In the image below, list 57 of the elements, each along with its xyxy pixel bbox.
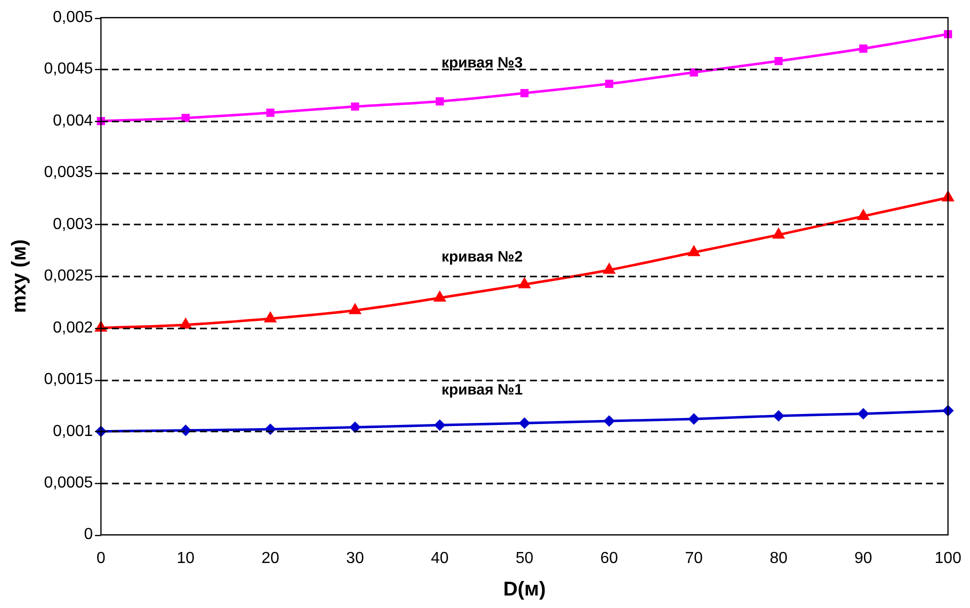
y-tick-label: 0,0025 [44, 268, 94, 285]
y-tick-label: 0,0005 [44, 474, 94, 492]
y-tick-label: 0,0045 [44, 60, 94, 78]
x-tick-label: 80 [770, 550, 788, 567]
point [604, 264, 615, 274]
point [858, 408, 869, 420]
x-tick-label: 0 [96, 550, 106, 567]
point [604, 416, 614, 426]
point [350, 102, 360, 111]
point [180, 318, 192, 329]
point [690, 68, 698, 76]
series-label: кривая №1 [441, 381, 523, 398]
point [264, 312, 276, 322]
point [774, 56, 783, 66]
x-tick-label: 100 [934, 550, 962, 567]
point [858, 210, 869, 220]
point [436, 97, 444, 106]
x-tick-label: 30 [346, 550, 364, 567]
point [350, 422, 360, 432]
series-label: кривая №2 [441, 248, 523, 266]
x-tick-label: 90 [854, 550, 872, 567]
point [773, 228, 784, 239]
point [434, 292, 446, 302]
point [518, 278, 530, 288]
y-axis-title: mxy (м) [8, 239, 31, 314]
point [520, 89, 529, 98]
y-tick-label: 0,0035 [44, 164, 94, 182]
x-tick-label: 20 [261, 550, 280, 567]
x-tick-label: 70 [684, 550, 703, 567]
point [688, 246, 700, 256]
point [859, 44, 868, 53]
y-tick-label: 0,005 [52, 9, 94, 26]
point [688, 414, 700, 424]
point [349, 304, 361, 314]
point [942, 191, 954, 202]
point [944, 30, 952, 38]
y-tick-label: 0 [84, 526, 94, 544]
y-tick-label: 0,004 [52, 112, 94, 130]
x-axis-title: D(м) [503, 578, 546, 601]
point [519, 418, 530, 428]
point [773, 410, 784, 422]
point [182, 114, 190, 122]
series-label: кривая №3 [441, 54, 523, 72]
point [265, 424, 276, 435]
x-tick-label: 10 [176, 550, 195, 567]
point [434, 420, 446, 430]
x-tick-label: 60 [600, 550, 618, 567]
point [942, 405, 954, 416]
point [180, 425, 191, 436]
y-tick-label: 0,002 [52, 319, 94, 336]
point [266, 108, 274, 117]
y-tick-label: 0,0015 [44, 371, 94, 388]
y-tick-label: 0,001 [52, 422, 94, 440]
point [605, 80, 614, 88]
x-tick-label: 50 [516, 550, 534, 567]
x-tick-label: 40 [430, 550, 449, 567]
y-tick-label: 0,003 [52, 216, 94, 233]
